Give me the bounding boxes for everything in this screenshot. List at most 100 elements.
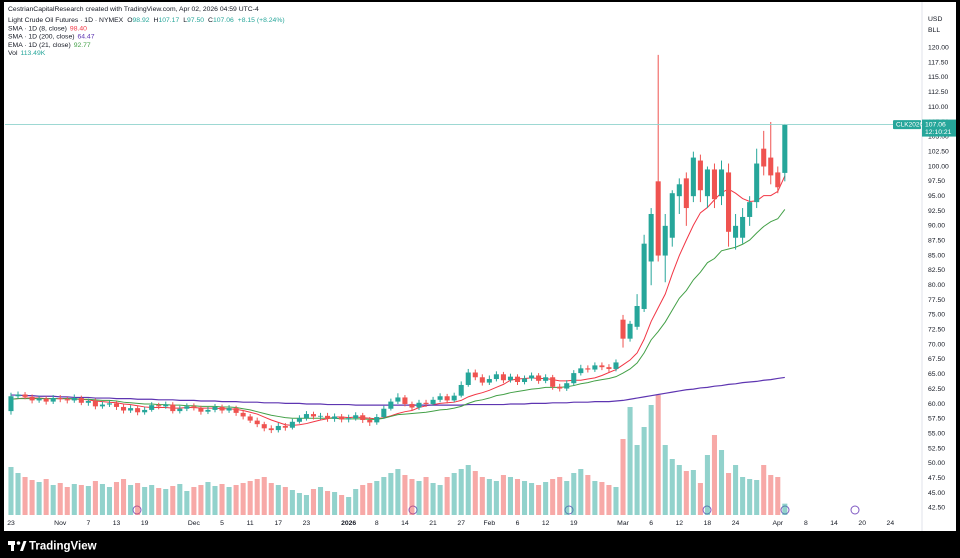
volume-bar (310, 489, 317, 515)
volume-bar (43, 479, 49, 515)
candle-body (92, 401, 98, 407)
candle-body (754, 163, 760, 203)
volume-bar (486, 479, 492, 515)
volume-bar (669, 459, 675, 515)
candle-body (261, 424, 267, 429)
volume-bar (648, 405, 654, 515)
x-tick-label: 14 (401, 520, 409, 527)
candle-body (704, 169, 710, 197)
candle-body (128, 408, 134, 411)
candle-body (711, 169, 718, 200)
volume-bar (472, 471, 478, 515)
candle-body (22, 394, 28, 397)
candle-body (662, 225, 668, 256)
y-tick-label: 80.00 (928, 282, 945, 289)
y-tick-label: 55.00 (928, 430, 945, 437)
x-tick-label: 13 (113, 520, 121, 527)
candle-body (564, 383, 570, 389)
volume-bar (676, 465, 682, 515)
y-tick-label: 67.50 (928, 356, 945, 363)
legend-name: SMA · 1D (200, close) (8, 33, 74, 40)
volume-bar (303, 495, 309, 515)
volume-bar (50, 485, 56, 515)
quote-key: O (127, 17, 132, 24)
candle-body (472, 372, 478, 378)
candle-body (233, 408, 239, 413)
volume-bar (135, 483, 141, 515)
x-tick-label: 8 (804, 520, 808, 527)
candle-body (641, 243, 647, 309)
x-tick-label: Nov (54, 520, 67, 527)
footer-logo: TradingView (8, 541, 97, 553)
price-tag-value: 107.06 (925, 121, 946, 128)
volume-bar (128, 485, 134, 515)
volume-bar (775, 477, 781, 515)
x-tick-label: 23 (7, 520, 15, 527)
volume-bar (521, 481, 528, 515)
quote-change: +8.15 (+8.24%) (238, 17, 285, 24)
x-tick-label: 6 (649, 520, 653, 527)
volume-bar (704, 455, 710, 515)
volume-bar (718, 450, 725, 515)
volume-bar (22, 477, 28, 515)
volume-bar (360, 485, 366, 515)
candle-body (184, 406, 190, 409)
volume-bar (697, 483, 703, 515)
candle-body (57, 398, 63, 400)
volume-bar (85, 486, 91, 515)
indicator-layer (10, 175, 786, 426)
volume-bar (325, 491, 331, 515)
legend-value: 64.47 (77, 33, 94, 40)
candle-body (381, 408, 387, 418)
volume-bar (247, 481, 253, 515)
legend-name: SMA · 1D (8, close) (8, 25, 67, 32)
volume-bar (289, 490, 295, 515)
candle-body (212, 406, 218, 410)
y-tick-label: 77.50 (928, 297, 945, 304)
candle-body (289, 421, 295, 428)
legend-header: Light Crude Oil Futures · 1D · NYMEX O98.… (8, 17, 285, 24)
candle-body (15, 394, 21, 397)
candle-body (367, 420, 373, 423)
candle-body (747, 202, 753, 217)
y-tick-label: 52.50 (928, 445, 945, 452)
y-tick-label: 105.00 (928, 134, 949, 141)
legend-entry: SMA · 1D (8, close) 98.40 (8, 25, 87, 32)
volume-bar (212, 486, 218, 515)
candle-body (317, 415, 324, 417)
candle-body (486, 379, 492, 383)
y-tick-label: 70.00 (928, 341, 945, 348)
volume-bar (268, 483, 274, 515)
candle-body (156, 405, 162, 407)
candle-body (493, 374, 499, 380)
volume-bar (733, 465, 739, 515)
candle-body (121, 406, 127, 411)
x-tick-label: 2026 (341, 520, 356, 527)
y-tick-label: 85.00 (928, 252, 945, 259)
y-tick-label: 117.50 (928, 59, 949, 66)
legend-value: 98.40 (70, 25, 87, 32)
x-tick-label: 27 (457, 520, 465, 527)
candle-body (521, 378, 528, 383)
y-tick-label: 95.00 (928, 193, 945, 200)
quote-key: L (183, 17, 187, 24)
y-tick-label: 115.00 (928, 74, 949, 81)
y-tick-label: 82.50 (928, 267, 945, 274)
candle-body (142, 409, 148, 413)
candle-body (8, 396, 14, 412)
volume-bar (409, 479, 415, 515)
candle-body (740, 216, 746, 238)
volume-bar (613, 487, 619, 515)
candle-body (282, 425, 288, 428)
volume-bar (8, 467, 14, 515)
volume-bar (606, 485, 612, 515)
volume-bar (768, 475, 774, 515)
candle-body (205, 409, 211, 412)
x-tick-label: 6 (516, 520, 520, 527)
quote-value: 97.50 (187, 17, 204, 24)
volume-bar (57, 483, 63, 515)
candle-body (113, 403, 120, 407)
volume-bar (15, 473, 21, 515)
candle-body (557, 386, 563, 389)
